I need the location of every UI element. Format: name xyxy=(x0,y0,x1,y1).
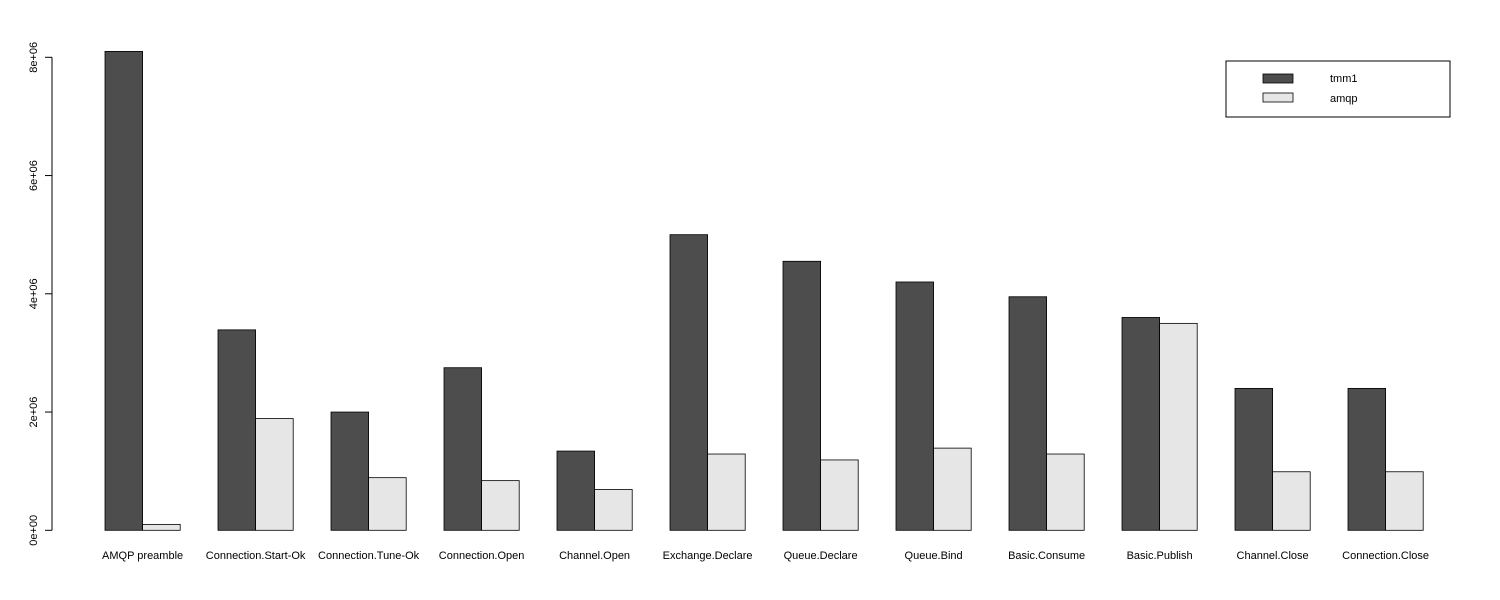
bar-tmm1-0 xyxy=(104,50,143,531)
bar-tmm1-2 xyxy=(330,411,369,531)
bar-amqp-2 xyxy=(368,477,407,531)
bar-amqp-8 xyxy=(1046,453,1085,531)
y-tick-label: 2e+06 xyxy=(28,397,40,428)
legend-label-tmm1: tmm1 xyxy=(1330,73,1358,85)
bar-tmm1-10 xyxy=(1234,387,1273,531)
bar-amqp-1 xyxy=(255,418,294,531)
bar-tmm1-9 xyxy=(1121,317,1160,531)
x-tick-label: AMQP preamble xyxy=(102,550,183,562)
bar-tmm1-4 xyxy=(556,450,595,531)
bar-tmm1-11 xyxy=(1347,387,1386,531)
bar-amqp-6 xyxy=(820,459,859,531)
legend-swatch-amqp xyxy=(1262,92,1294,103)
x-tick-label: Channel.Close xyxy=(1237,550,1309,562)
x-tick-label: Connection.Open xyxy=(439,550,525,562)
legend: tmm1 amqp xyxy=(1225,60,1451,118)
bar-tmm1-7 xyxy=(895,281,934,531)
bar-amqp-9 xyxy=(1159,322,1198,531)
bar-tmm1-8 xyxy=(1008,296,1047,531)
bar-amqp-10 xyxy=(1272,471,1311,531)
bars xyxy=(104,50,1424,531)
bar-amqp-5 xyxy=(707,453,746,531)
bar-amqp-0 xyxy=(142,523,181,531)
x-tick-label: Connection.Tune-Ok xyxy=(318,550,420,562)
bar-tmm1-6 xyxy=(782,260,821,531)
x-tick-label: Channel.Open xyxy=(559,550,630,562)
legend-label-amqp: amqp xyxy=(1330,93,1358,105)
bar-tmm1-5 xyxy=(669,234,708,531)
x-tick-label: Basic.Publish xyxy=(1127,550,1193,562)
legend-box xyxy=(1225,60,1451,118)
bar-amqp-4 xyxy=(594,489,633,531)
y-tick-label: 8e+06 xyxy=(28,42,40,73)
x-tick-label: Queue.Declare xyxy=(784,550,858,562)
bar-amqp-11 xyxy=(1385,471,1424,531)
y-tick-label: 6e+06 xyxy=(28,160,40,191)
bar-amqp-3 xyxy=(481,480,520,531)
y-axis: 0e+00 2e+06 4e+06 6e+06 8e+06 xyxy=(28,42,53,546)
y-tick-label: 0e+00 xyxy=(28,515,40,546)
x-tick-label: Connection.Start-Ok xyxy=(206,550,306,562)
x-tick-label: Basic.Consume xyxy=(1008,550,1085,562)
bar-amqp-7 xyxy=(933,447,972,531)
bar-tmm1-1 xyxy=(217,329,256,531)
x-tick-label: Connection.Close xyxy=(1342,550,1429,562)
x-axis-labels: AMQP preamble Connection.Start-Ok Connecti… xyxy=(102,550,1429,562)
x-tick-label: Queue.Bind xyxy=(905,550,963,562)
y-tick-label: 4e+06 xyxy=(28,278,40,309)
legend-swatch-tmm1 xyxy=(1262,73,1294,84)
x-tick-label: Exchange.Declare xyxy=(663,550,753,562)
bar-tmm1-3 xyxy=(443,367,482,531)
